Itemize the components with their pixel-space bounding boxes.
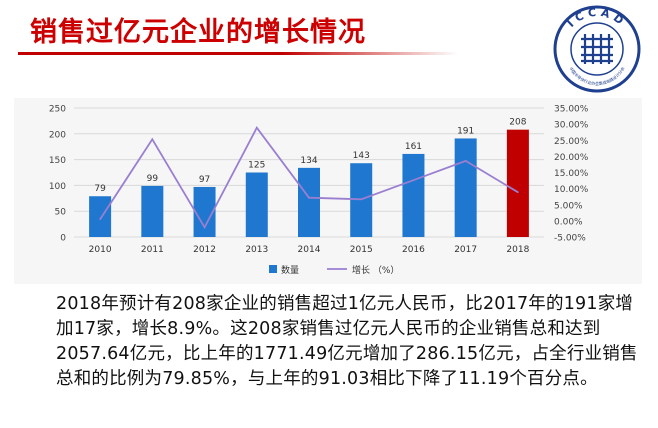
x-tick-label: 2012 [193, 245, 216, 255]
bar-data-label: 99 [147, 174, 159, 184]
growth-point [308, 196, 310, 199]
x-tick-label: 2016 [402, 245, 425, 255]
y-right-tick-label: -5.00% [554, 234, 586, 244]
legend-bar-label: 数量 [281, 264, 299, 276]
growth-point [255, 126, 258, 129]
growth-point [464, 160, 467, 162]
legend-bar-swatch [269, 265, 277, 273]
bar-data-label: 161 [405, 142, 422, 152]
x-tick-label: 2013 [245, 245, 268, 255]
bar [193, 186, 216, 237]
iccad-logo: ICCAD 中国半导体行业协会集成电路设计分会 [553, 5, 641, 93]
x-tick-label: 2015 [350, 245, 373, 255]
x-tick-label: 2010 [89, 245, 112, 255]
bar-data-label: 134 [300, 156, 317, 166]
x-tick-label: 2014 [298, 245, 321, 255]
chip-grid-icon [581, 34, 613, 64]
y-right-tick-label: 0.00% [554, 217, 583, 227]
bar [89, 196, 112, 237]
title-underline [18, 52, 458, 55]
bar-data-label: 191 [457, 126, 474, 136]
growth-chart: 0 50 100 150 200 250 -5.00% 0.00% 5.00% 10.00% 15.… [49, 105, 589, 277]
bar [245, 172, 268, 237]
y-right-tick-label: 30.00% [554, 121, 589, 131]
bar [454, 138, 477, 237]
chart-panel: 0 50 100 150 200 250 -5.00% 0.00% 5.00% 10.00% 15.… [14, 98, 642, 284]
y-right-tick-label: 20.00% [554, 153, 589, 163]
x-tick-label: 2011 [141, 245, 164, 255]
y-left-tick-label: 0 [60, 234, 66, 244]
bar-data-label: 208 [509, 118, 526, 128]
y-right-tick-label: 5.00% [554, 201, 583, 211]
y-right-tick-label: 35.00% [554, 105, 589, 115]
y-left-tick-label: 250 [49, 105, 66, 115]
bar-data-label: 79 [94, 184, 106, 194]
legend-line-label: 增长 （%） [352, 264, 399, 276]
bar [506, 129, 529, 237]
bar [298, 167, 320, 237]
growth-point [360, 198, 363, 201]
y-left-tick-label: 200 [49, 130, 66, 140]
y-right-tick-label: 10.00% [554, 185, 589, 195]
bar-data-label: 97 [199, 175, 210, 185]
growth-point [203, 226, 206, 229]
y-left-tick-label: 50 [55, 208, 67, 218]
bar-data-label: 143 [353, 151, 370, 161]
growth-point [99, 218, 101, 221]
y-right-tick-label: 15.00% [554, 169, 589, 179]
y-right-tick-label: 25.00% [554, 137, 589, 147]
bar [402, 153, 425, 237]
bar [141, 185, 164, 237]
growth-point [151, 138, 154, 141]
x-tick-label: 2018 [506, 245, 529, 255]
growth-point [517, 191, 519, 193]
y-left-tick-label: 150 [49, 156, 66, 166]
y-left-tick-label: 100 [49, 182, 66, 192]
bar-data-label: 125 [248, 161, 265, 171]
page-title: 销售过亿元企业的增长情况 [30, 17, 366, 48]
x-tick-label: 2017 [454, 245, 477, 255]
caption-paragraph: 2018年预计有208家企业的销售超过1亿元人民币，比2017年的191家增加1… [56, 294, 638, 389]
growth-point [412, 179, 415, 182]
